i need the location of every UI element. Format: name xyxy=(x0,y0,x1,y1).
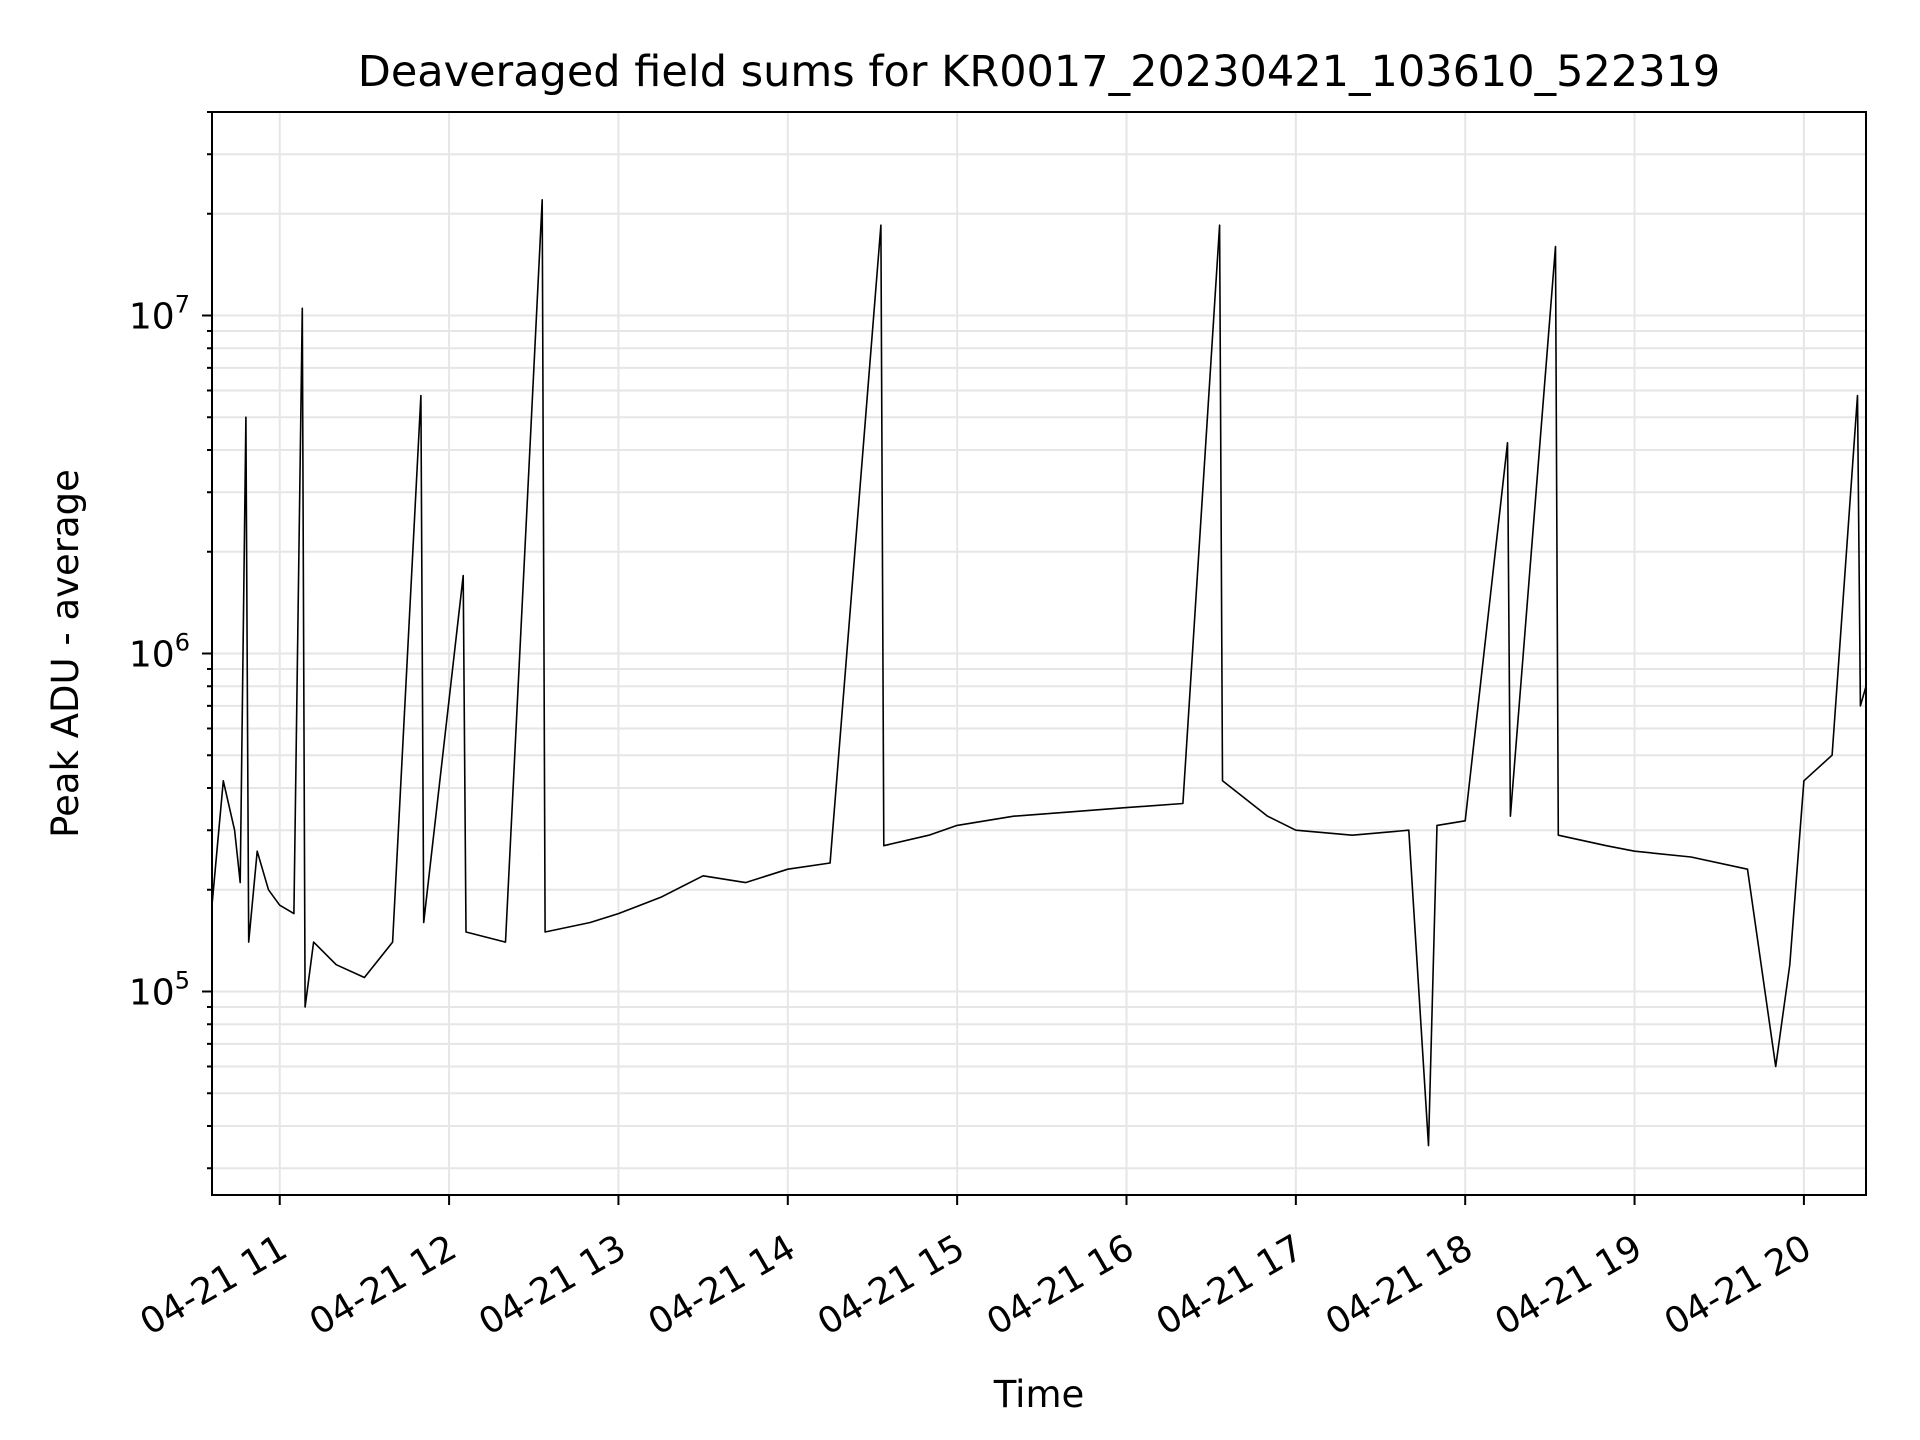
grid xyxy=(212,111,1866,1195)
series-layer xyxy=(211,199,1867,1147)
y-tick-label: 107 xyxy=(129,290,190,337)
series-line xyxy=(211,199,1867,1147)
y-axis-label: Peak ADU - average xyxy=(44,469,87,838)
y-tick-label: 106 xyxy=(129,629,190,676)
y-tick-label: 105 xyxy=(129,967,190,1014)
chart-title: Deaveraged field sums for KR0017_2023042… xyxy=(358,47,1721,97)
x-axis-label: Time xyxy=(993,1373,1085,1416)
